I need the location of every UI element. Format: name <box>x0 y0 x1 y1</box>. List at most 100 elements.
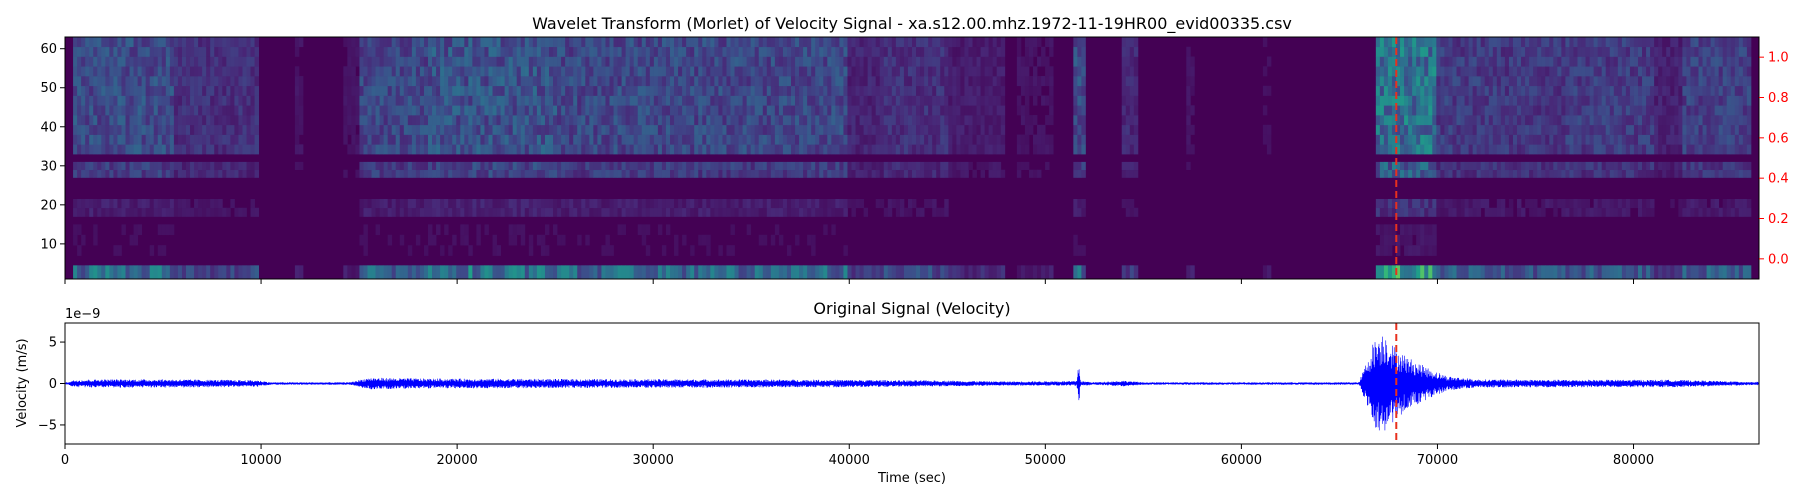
heatmap-cell <box>1190 265 1195 279</box>
heatmap-cell <box>774 224 780 236</box>
heatmap-cell <box>206 134 211 145</box>
heatmap-cell <box>750 169 756 178</box>
heatmap-cell <box>678 46 683 57</box>
heatmap-cell <box>1420 207 1425 217</box>
heatmap-cell <box>1121 66 1127 77</box>
heatmap-cell <box>1577 95 1582 106</box>
heatmap-cell <box>674 56 679 67</box>
heatmap-cell <box>928 115 933 126</box>
heatmap-cell <box>524 144 530 155</box>
heatmap-cell <box>351 95 356 106</box>
heatmap-cell <box>294 76 300 87</box>
heatmap-cell <box>520 105 526 116</box>
heatmap-cell <box>1448 66 1453 77</box>
heatmap-cell <box>839 95 844 106</box>
heatmap-cell <box>93 124 98 135</box>
heatmap-cell <box>1400 115 1405 126</box>
heatmap-cell <box>645 76 651 87</box>
heatmap-cell <box>177 169 183 178</box>
heatmap-cell <box>722 207 727 217</box>
heatmap-cell <box>1625 66 1631 77</box>
heatmap-cell <box>1464 124 1469 135</box>
heatmap-cell <box>968 76 973 87</box>
heatmap-cell <box>1121 105 1127 116</box>
heatmap-cell <box>734 85 739 96</box>
heatmap-cell <box>1396 37 1401 48</box>
heatmap-cell <box>750 198 756 209</box>
heatmap-cell <box>1440 144 1445 155</box>
heatmap-cell <box>1000 105 1006 116</box>
heatmap-cell <box>770 56 776 67</box>
heatmap-cell <box>544 169 550 178</box>
heatmap-cell <box>85 37 90 48</box>
heatmap-cell <box>1400 76 1405 87</box>
heatmap-cell <box>528 134 534 145</box>
heatmap-cell <box>690 56 695 67</box>
heatmap-cell <box>181 134 187 145</box>
heatmap-cell <box>1041 144 1046 155</box>
heatmap-cell <box>347 56 352 67</box>
heatmap-cell <box>1488 265 1494 279</box>
heatmap-cell <box>1541 115 1546 126</box>
heatmap-cell <box>686 105 691 116</box>
heatmap-cell <box>1133 124 1139 135</box>
heatmap-cell <box>137 76 143 87</box>
heatmap-cell <box>109 161 114 171</box>
heatmap-cell <box>831 144 836 155</box>
heatmap-cell <box>436 95 441 106</box>
heatmap-cell <box>593 76 598 87</box>
heatmap-cell <box>996 76 1002 87</box>
heatmap-cell <box>1569 105 1574 116</box>
heatmap-cell <box>222 124 227 135</box>
heatmap-cell <box>920 134 925 145</box>
heatmap-cell <box>952 169 957 178</box>
heatmap-cell <box>645 265 651 279</box>
heatmap-cell <box>791 207 796 217</box>
heatmap-cell <box>399 56 405 67</box>
heatmap-cell <box>879 198 885 209</box>
heatmap-cell <box>423 198 429 209</box>
heatmap-cell <box>956 144 961 155</box>
heatmap-cell <box>520 115 526 126</box>
heatmap-cell <box>214 265 219 279</box>
heatmap-cell <box>1549 134 1554 145</box>
heatmap-cell <box>573 124 578 135</box>
heatmap-cell <box>444 224 449 236</box>
heatmap-cell <box>1593 207 1599 217</box>
heatmap-cell <box>444 66 449 77</box>
heatmap-cell <box>1585 265 1590 279</box>
heatmap-cell <box>1448 207 1453 217</box>
heatmap-cell <box>774 76 780 87</box>
heatmap-cell <box>1452 66 1457 77</box>
heatmap-cell <box>936 265 941 279</box>
heatmap-cell <box>976 105 981 116</box>
heatmap-cell <box>1387 105 1393 116</box>
heatmap-cell <box>984 265 990 279</box>
heatmap-cell <box>811 37 816 48</box>
heatmap-cell <box>226 265 231 279</box>
heatmap-cell <box>843 56 848 67</box>
heatmap-cell <box>1629 169 1635 178</box>
heatmap-cell <box>726 245 731 256</box>
heatmap-cell <box>399 37 405 48</box>
heatmap-cell <box>383 169 389 178</box>
heatmap-cell <box>165 124 171 135</box>
heatmap-cell <box>851 265 856 279</box>
heatmap-cell <box>851 85 856 96</box>
heatmap-cell <box>561 46 566 57</box>
heatmap-cell <box>968 161 973 171</box>
heatmap-cell <box>1488 161 1494 171</box>
heatmap-cell <box>694 115 699 126</box>
heatmap-cell <box>423 207 429 217</box>
heatmap-cell <box>637 198 643 209</box>
heatmap-cell <box>827 105 832 116</box>
heatmap-cell <box>1129 46 1135 57</box>
heatmap-cell <box>145 207 151 217</box>
heatmap-cell <box>601 37 606 48</box>
heatmap-cell <box>476 46 481 57</box>
heatmap-cell <box>561 115 566 126</box>
heatmap-cell <box>512 198 518 209</box>
heatmap-cell <box>903 115 909 126</box>
heatmap-cell <box>250 66 255 77</box>
heatmap-cell <box>181 161 187 171</box>
